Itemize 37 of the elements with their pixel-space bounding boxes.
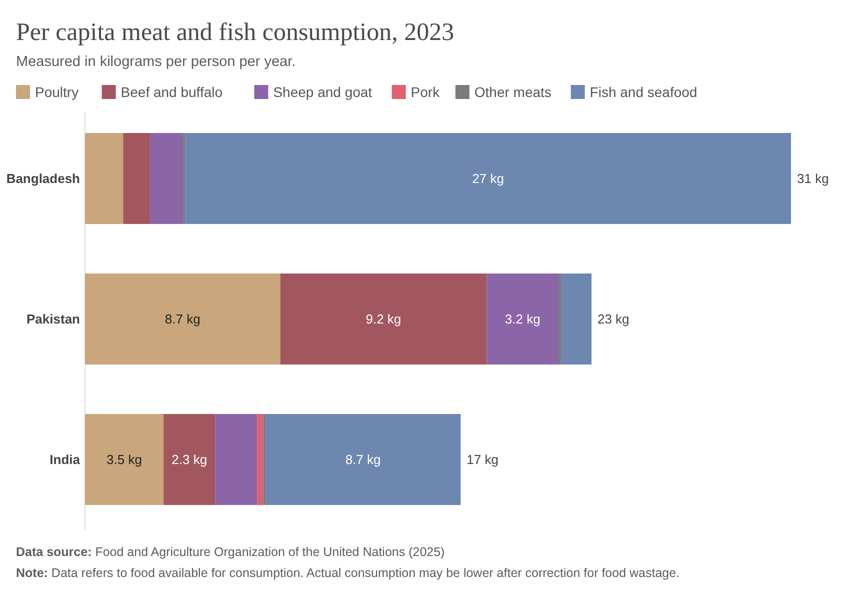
bar	[150, 133, 184, 224]
y-tick-label: Pakistan	[26, 312, 80, 327]
legend-label: Other meats	[474, 84, 552, 100]
legend-label: Sheep and goat	[273, 84, 372, 100]
text: Note: Data refers to food available for consumption. Actual consumption may be lower after correction for food wastage.	[16, 566, 680, 580]
y-tick-label: India	[50, 452, 81, 468]
legend-label: Poultry	[35, 84, 79, 100]
data-label: 27 kg	[472, 171, 504, 186]
bar	[185, 133, 791, 224]
bar	[280, 274, 487, 364]
bar	[486, 274, 559, 364]
data-label: 3.2 kg	[504, 312, 540, 327]
bar	[265, 414, 461, 505]
legend-label: Beef and buffalo	[120, 84, 223, 100]
legend-label: Pork	[410, 84, 441, 100]
data-label: 9.2 kg	[366, 312, 402, 327]
bar	[558, 274, 562, 364]
source-note: Data source: Food and Agriculture Organization of the United Nations (2025)	[16, 545, 445, 559]
y-tick-label: Bangladesh	[6, 171, 80, 186]
legend-label: Fish and seafood	[590, 84, 698, 100]
data-label: 3.5 kg	[106, 452, 142, 468]
bar	[85, 414, 164, 505]
bar	[164, 414, 216, 505]
bar	[85, 274, 280, 364]
data-label: 8.7 kg	[164, 312, 200, 327]
data-label: 8.7 kg	[345, 452, 381, 468]
total-label: 17 kg	[466, 452, 498, 468]
chart-title: Per capita meat and fish consumption, 2023	[16, 19, 454, 46]
total-label: 23 kg	[598, 312, 630, 327]
total-label: 31 kg	[797, 171, 829, 186]
bar	[123, 133, 150, 224]
bar	[215, 414, 258, 505]
chart-subtitle: Measured in kilograms per person per year.	[16, 54, 296, 70]
bar	[85, 133, 124, 224]
data-label: 2.3 kg	[172, 452, 208, 468]
bar	[561, 274, 592, 364]
bar	[257, 414, 264, 505]
